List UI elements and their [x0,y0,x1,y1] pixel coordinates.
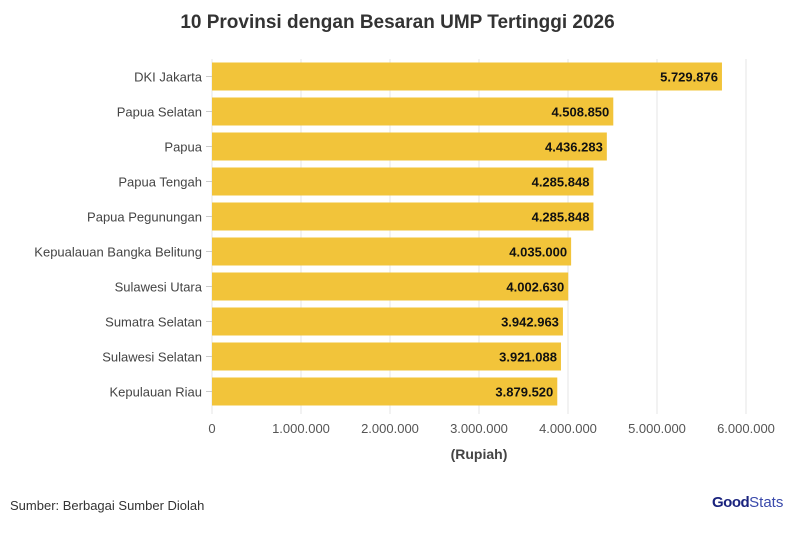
bar [212,202,594,231]
bar [212,307,563,336]
data-label: 3.921.088 [499,350,557,365]
x-tick-label: 6.000.000 [717,421,775,436]
x-axis-title: (Rupiah) [451,446,508,462]
x-tick-label: 2.000.000 [361,421,419,436]
x-tick-label: 3.000.000 [450,421,508,436]
x-tick-label: 0 [208,421,215,436]
bar [212,62,722,91]
bar [212,272,569,301]
category-label: DKI Jakarta [134,70,203,85]
category-label: Kepulauan Riau [109,385,202,400]
bar-chart: 0 1.000.000 2.000.000 3.000.000 4.000.000 5.0… [34,59,775,462]
data-label: 4.035.000 [509,245,567,260]
category-label: Sumatra Selatan [105,315,202,330]
data-label: 4.002.630 [506,280,564,295]
data-label: 3.879.520 [495,385,553,400]
x-tick-label: 1.000.000 [272,421,330,436]
bar [212,342,561,371]
data-label: 4.285.848 [532,175,590,190]
chart-title: 10 Provinsi dengan Besaran UMP Tertinggi… [180,12,615,33]
category-label: Kepualauan Bangka Belitung [34,245,202,260]
bar [212,237,572,266]
bar [212,167,594,196]
source-note: Sumber: Berbagai Sumber Diolah [10,498,205,513]
data-label: 4.285.848 [532,210,590,225]
category-label: Sulawesi Selatan [102,350,202,365]
category-label: Papua Tengah [118,175,202,190]
category-label: Papua [164,140,202,155]
bar [212,132,607,161]
data-label: 4.508.850 [551,105,609,120]
bar [212,97,614,126]
category-label: Papua Selatan [117,105,202,120]
data-label: 5.729.876 [660,70,718,85]
x-tick-label: 4.000.000 [539,421,597,436]
category-label: Papua Pegunungan [87,210,202,225]
data-label: 3.942.963 [501,315,559,330]
bar [212,377,558,406]
category-label: Sulawesi Utara [115,280,203,295]
goodstats-logo: GoodStats [712,494,784,511]
x-tick-label: 5.000.000 [628,421,686,436]
data-label: 4.436.283 [545,140,603,155]
